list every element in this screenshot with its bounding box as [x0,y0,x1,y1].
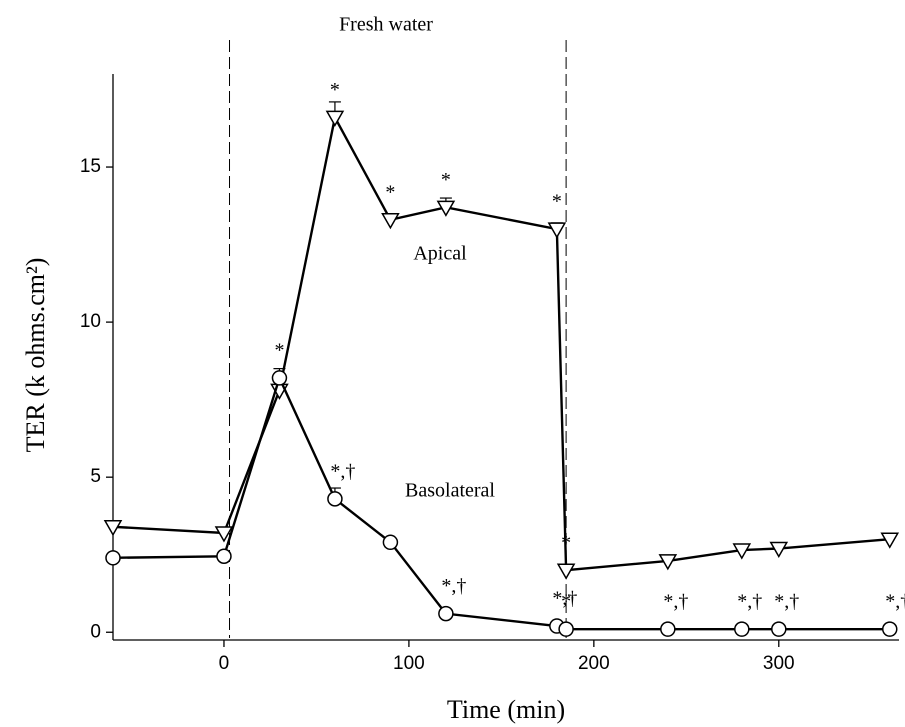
marker [880,532,900,549]
marker [658,554,678,571]
x-tick-label: 200 [578,653,610,674]
marker [732,543,752,560]
marker [327,491,343,507]
point-label: *,† [663,591,688,613]
series-label: Basolateral [405,480,495,502]
marker [660,621,676,637]
marker [105,550,121,566]
y-tick-label: 10 [80,311,101,332]
marker [734,621,750,637]
marker [381,213,400,230]
marker [769,541,789,559]
marker [214,526,234,543]
marker [325,110,345,127]
x-tick-label: 100 [393,653,425,674]
x-tick-label: 300 [763,653,795,674]
point-label: * [561,532,571,554]
point-label: * [441,169,451,191]
point-label: *,† [737,591,762,613]
marker [438,605,454,622]
point-label: * [385,181,395,203]
y-axis-label: TER (k ohms.cm²) [21,258,50,453]
point-label: *,† [552,588,577,610]
x-axis-label: Time (min) [447,695,565,724]
marker [382,534,399,551]
point-label: *,† [441,575,466,597]
series-line [112,113,890,572]
marker [103,520,123,537]
marker [271,370,288,386]
point-label: *,† [885,591,905,613]
point-label: *,† [330,460,355,482]
point-label: *,† [774,591,799,613]
y-tick-label: 0 [90,621,101,642]
x-tick-label: 0 [219,653,230,674]
y-tick-label: 15 [80,156,101,177]
chart-title: Fresh water [339,14,433,36]
point-label: * [274,340,284,362]
marker [771,621,787,637]
marker [882,621,898,637]
y-tick-label: 5 [90,466,101,487]
marker [556,563,576,580]
marker [558,621,574,637]
series-label: Apical [413,243,467,265]
marker [547,222,567,239]
point-label: * [561,591,571,613]
marker [216,548,232,565]
marker [436,200,456,217]
point-label: * [552,191,562,213]
point-label: * [330,79,340,101]
